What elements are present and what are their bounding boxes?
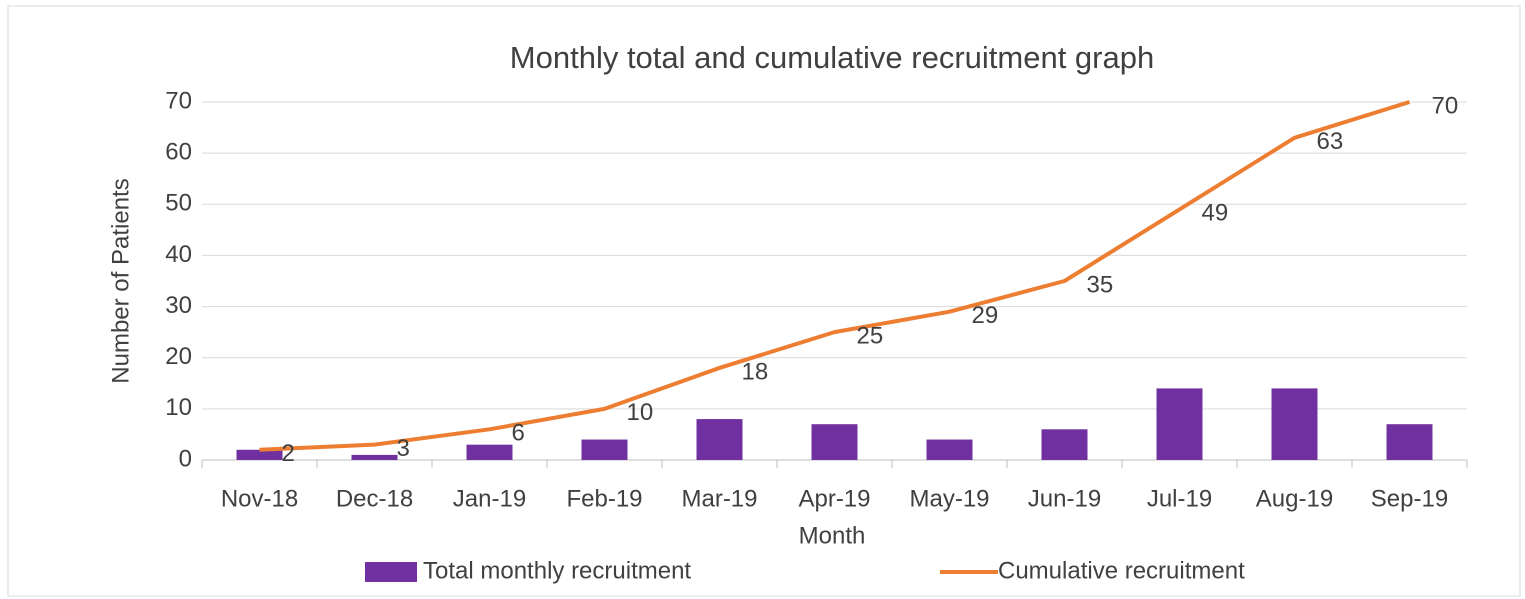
y-tick-label: 60 bbox=[165, 138, 192, 165]
bar bbox=[696, 419, 743, 460]
data-label: 49 bbox=[1202, 200, 1229, 227]
bar bbox=[466, 444, 513, 460]
chart-border bbox=[7, 5, 1521, 597]
x-tick-label: Mar-19 bbox=[681, 485, 757, 512]
x-tick-label: Feb-19 bbox=[566, 485, 642, 512]
y-tick-label: 10 bbox=[165, 394, 192, 421]
x-axis-title: Month bbox=[799, 522, 866, 549]
x-tick-label: Jul-19 bbox=[1147, 485, 1212, 512]
line bbox=[259, 100, 1411, 452]
data-label: 10 bbox=[627, 399, 654, 426]
bar bbox=[1271, 388, 1318, 460]
legend-swatch bbox=[365, 562, 417, 582]
y-tick-label: 70 bbox=[165, 87, 192, 114]
x-tick-label: Jun-19 bbox=[1028, 485, 1101, 512]
bar bbox=[1156, 388, 1203, 460]
data-label: 3 bbox=[397, 435, 410, 462]
data-label: 70 bbox=[1432, 92, 1459, 119]
x-tick-label: Jan-19 bbox=[453, 485, 526, 512]
y-tick-label: 30 bbox=[165, 292, 192, 319]
data-label: 35 bbox=[1087, 271, 1114, 298]
bar bbox=[811, 424, 858, 460]
legend-label: Cumulative recruitment bbox=[998, 557, 1245, 584]
x-tick-label: Dec-18 bbox=[336, 485, 413, 512]
x-tick-label: May-19 bbox=[909, 485, 989, 512]
y-tick-label: 40 bbox=[165, 241, 192, 268]
y-tick-label: 0 bbox=[179, 445, 192, 472]
data-label: 2 bbox=[282, 440, 295, 467]
x-tick-label: Sep-19 bbox=[1371, 485, 1448, 512]
bar bbox=[236, 449, 283, 460]
data-label: 25 bbox=[857, 322, 884, 349]
chart-title: Monthly total and cumulative recruitment… bbox=[510, 40, 1154, 75]
y-axis-title: Number of Patients bbox=[107, 178, 134, 383]
bar bbox=[926, 439, 973, 460]
bar bbox=[581, 439, 628, 460]
data-label: 18 bbox=[742, 358, 769, 385]
data-label: 6 bbox=[512, 420, 525, 447]
data-label: 63 bbox=[1317, 128, 1344, 155]
x-tick-label: Nov-18 bbox=[221, 485, 298, 512]
legend-label: Total monthly recruitment bbox=[423, 557, 691, 584]
x-tick-label: Apr-19 bbox=[798, 485, 870, 512]
x-tick-label: Aug-19 bbox=[1256, 485, 1333, 512]
y-tick-label: 50 bbox=[165, 190, 192, 217]
bar bbox=[1041, 429, 1088, 460]
bar bbox=[351, 454, 398, 460]
data-label: 29 bbox=[972, 302, 999, 329]
bar bbox=[1386, 424, 1433, 460]
y-tick-label: 20 bbox=[165, 343, 192, 370]
